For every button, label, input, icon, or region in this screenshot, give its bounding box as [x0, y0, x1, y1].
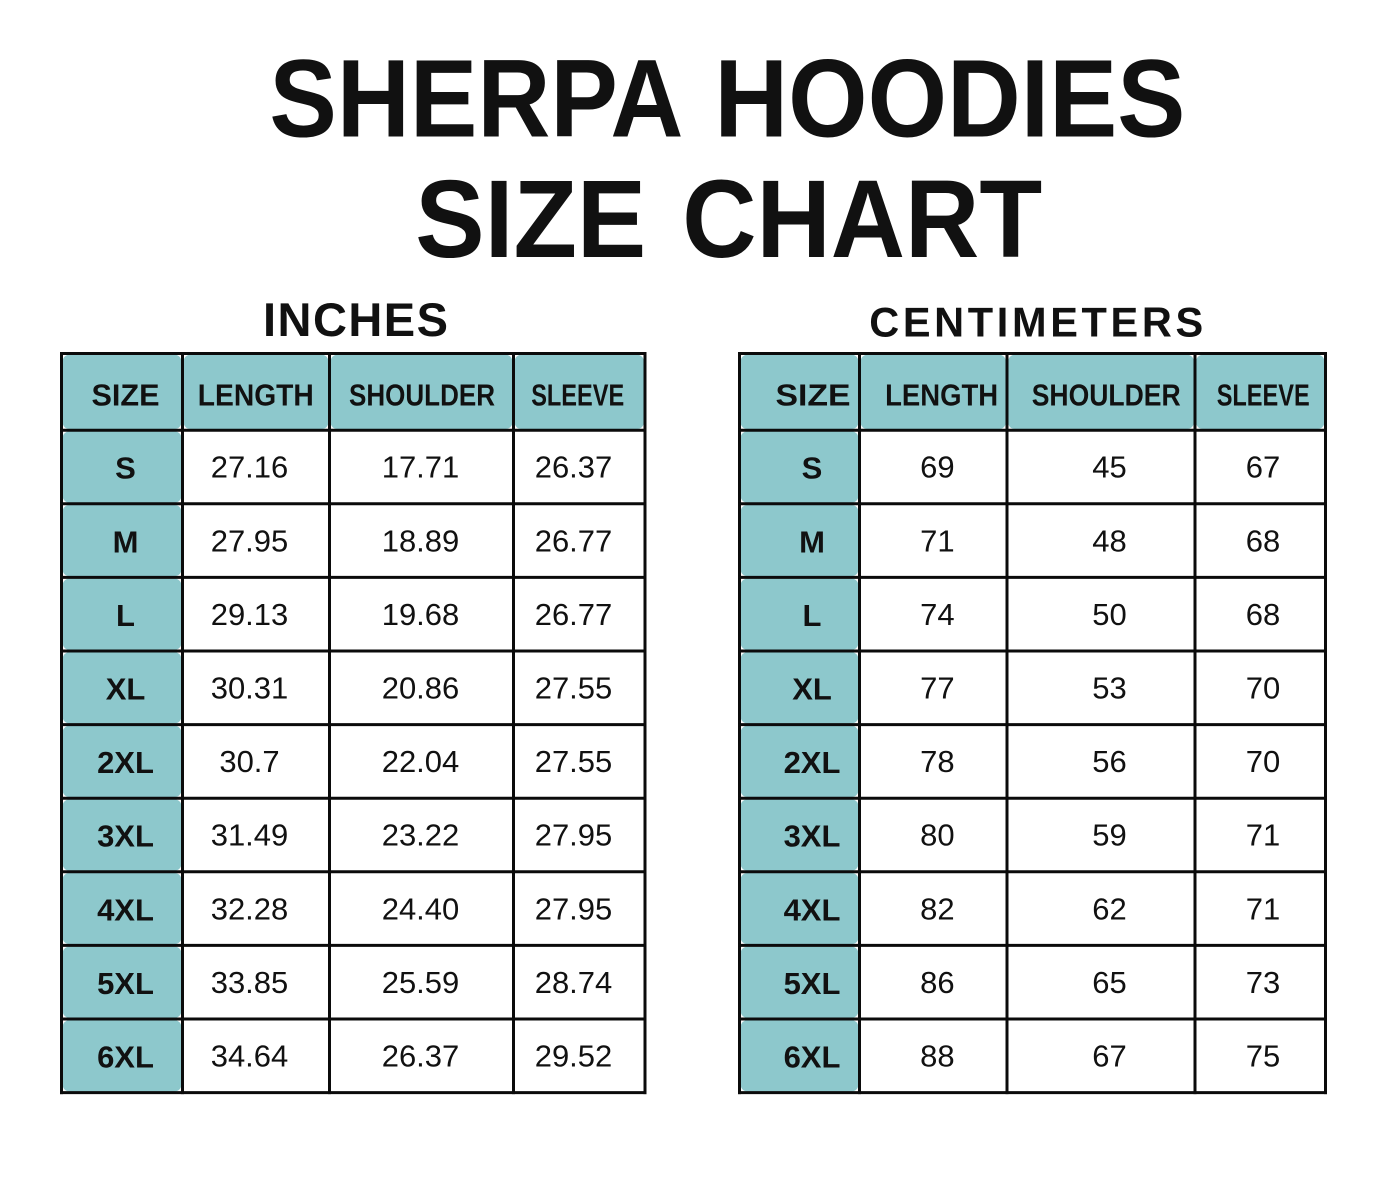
- svg-text:75: 75: [1246, 1038, 1280, 1073]
- svg-text:34.64: 34.64: [211, 1038, 289, 1073]
- svg-text:2XL: 2XL: [784, 745, 841, 780]
- svg-text:78: 78: [920, 744, 954, 779]
- svg-text:48: 48: [1092, 523, 1126, 558]
- svg-text:LENGTH: LENGTH: [885, 378, 998, 413]
- svg-text:2XL: 2XL: [97, 745, 154, 780]
- svg-text:S: S: [802, 451, 823, 486]
- svg-text:74: 74: [920, 597, 954, 632]
- svg-text:82: 82: [920, 891, 954, 926]
- svg-text:88: 88: [920, 1038, 954, 1073]
- svg-text:XL: XL: [106, 671, 146, 706]
- svg-text:27.95: 27.95: [211, 523, 289, 558]
- svg-text:70: 70: [1246, 670, 1280, 705]
- svg-text:65: 65: [1092, 965, 1126, 1000]
- svg-text:71: 71: [1246, 891, 1280, 926]
- svg-text:80: 80: [920, 818, 954, 853]
- svg-text:3XL: 3XL: [784, 819, 841, 854]
- svg-text:68: 68: [1246, 597, 1280, 632]
- svg-text:SIZE: SIZE: [92, 378, 160, 413]
- svg-text:3XL: 3XL: [97, 819, 154, 854]
- svg-text:6XL: 6XL: [97, 1039, 154, 1074]
- svg-text:INCHES: INCHES: [263, 293, 448, 346]
- svg-text:23.22: 23.22: [382, 818, 460, 853]
- svg-text:59: 59: [1092, 818, 1126, 853]
- svg-text:CENTIMETERS: CENTIMETERS: [869, 298, 1203, 345]
- svg-text:27.55: 27.55: [535, 744, 613, 779]
- svg-text:20.86: 20.86: [382, 670, 460, 705]
- svg-text:5XL: 5XL: [97, 966, 154, 1001]
- svg-text:22.04: 22.04: [382, 744, 460, 779]
- svg-text:45: 45: [1092, 450, 1126, 485]
- svg-text:19.68: 19.68: [382, 597, 460, 632]
- svg-text:73: 73: [1246, 965, 1280, 1000]
- svg-text:50: 50: [1092, 597, 1126, 632]
- svg-text:26.77: 26.77: [535, 523, 613, 558]
- svg-text:SLEEVE: SLEEVE: [1217, 378, 1310, 413]
- svg-text:26.77: 26.77: [535, 597, 613, 632]
- svg-text:53: 53: [1092, 670, 1126, 705]
- svg-text:27.55: 27.55: [535, 670, 613, 705]
- svg-text:70: 70: [1246, 744, 1280, 779]
- svg-text:L: L: [803, 598, 822, 633]
- svg-text:67: 67: [1246, 450, 1280, 485]
- svg-text:M: M: [799, 524, 825, 559]
- svg-text:27.16: 27.16: [211, 450, 289, 485]
- svg-text:27.95: 27.95: [535, 818, 613, 853]
- svg-text:25.59: 25.59: [382, 965, 460, 1000]
- svg-text:6XL: 6XL: [784, 1039, 841, 1074]
- svg-text:69: 69: [920, 450, 954, 485]
- svg-text:5XL: 5XL: [784, 966, 841, 1001]
- svg-text:67: 67: [1092, 1038, 1126, 1073]
- svg-text:26.37: 26.37: [535, 450, 613, 485]
- svg-text:SHERPA: SHERPA: [269, 38, 683, 161]
- svg-text:56: 56: [1092, 744, 1126, 779]
- svg-text:CHART: CHART: [682, 158, 1042, 281]
- svg-text:SHOULDER: SHOULDER: [1032, 378, 1181, 413]
- svg-text:32.28: 32.28: [211, 891, 289, 926]
- svg-text:33.85: 33.85: [211, 965, 289, 1000]
- svg-text:S: S: [115, 451, 136, 486]
- svg-text:71: 71: [1246, 818, 1280, 853]
- svg-text:SLEEVE: SLEEVE: [531, 378, 624, 413]
- svg-text:4XL: 4XL: [784, 892, 841, 927]
- svg-text:71: 71: [920, 523, 954, 558]
- svg-text:68: 68: [1246, 523, 1280, 558]
- svg-text:SIZE: SIZE: [415, 158, 646, 281]
- svg-text:86: 86: [920, 965, 954, 1000]
- svg-text:29.13: 29.13: [211, 597, 289, 632]
- svg-text:XL: XL: [792, 671, 832, 706]
- svg-text:LENGTH: LENGTH: [198, 378, 314, 413]
- svg-text:77: 77: [920, 670, 954, 705]
- svg-text:29.52: 29.52: [535, 1038, 613, 1073]
- svg-text:17.71: 17.71: [382, 450, 460, 485]
- svg-text:M: M: [113, 524, 139, 559]
- svg-text:SHOULDER: SHOULDER: [349, 378, 495, 413]
- svg-text:L: L: [116, 598, 135, 633]
- svg-text:62: 62: [1092, 891, 1126, 926]
- svg-text:18.89: 18.89: [382, 523, 460, 558]
- svg-text:4XL: 4XL: [97, 892, 154, 927]
- svg-text:HOODIES: HOODIES: [714, 38, 1185, 161]
- svg-text:24.40: 24.40: [382, 891, 460, 926]
- svg-text:31.49: 31.49: [211, 818, 289, 853]
- svg-text:27.95: 27.95: [535, 891, 613, 926]
- svg-text:30.31: 30.31: [211, 670, 289, 705]
- svg-text:30.7: 30.7: [219, 744, 279, 779]
- svg-text:26.37: 26.37: [382, 1038, 460, 1073]
- svg-text:28.74: 28.74: [535, 965, 613, 1000]
- svg-text:SIZE: SIZE: [776, 378, 851, 413]
